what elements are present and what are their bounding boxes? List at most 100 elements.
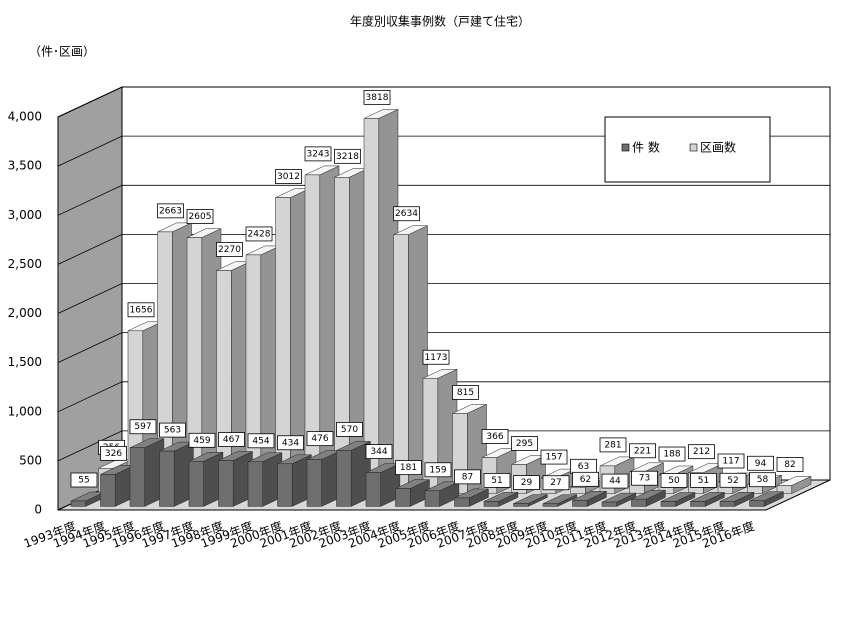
legend: 件 数 区画数 [604,116,771,183]
value-label: 295 [516,439,533,449]
value-label-box [542,475,570,491]
value-label: 3818 [366,93,389,103]
value-label: 63 [578,462,589,472]
value-label-box [245,226,273,242]
value-label: 326 [105,449,122,459]
bar [570,487,586,494]
value-label-box [454,469,481,485]
value-label: 82 [784,460,795,470]
value-label: 73 [639,474,650,484]
bar [483,501,499,507]
bar [513,503,529,507]
legend-label: 区画数 [700,140,736,155]
value-label: 1173 [425,353,448,363]
value-label: 58 [757,475,769,485]
value-label: 29 [521,478,533,488]
value-label: 55 [78,475,89,485]
value-label: 50 [668,476,680,486]
value-label: 563 [164,426,181,436]
bar [159,450,175,507]
value-label-box [306,431,334,447]
value-label: 27 [550,478,561,488]
legend-swatch [689,143,698,152]
bar [363,118,380,494]
value-label: 2634 [395,209,418,219]
value-label-box [216,242,243,257]
value-label: 597 [134,422,151,432]
value-label-box [275,169,302,184]
bar [690,501,706,507]
value-label: 117 [722,457,739,467]
value-label: 467 [223,435,240,445]
value-label: 454 [252,436,269,446]
y-tick-label: 1,000 [8,404,42,418]
grid-line [57,381,830,413]
value-label-box [719,472,747,488]
value-label-box [452,385,479,400]
value-label-box [601,473,629,489]
value-label-box [690,472,717,488]
y-tick-label: 2,000 [8,306,42,320]
value-label: 2428 [248,229,271,239]
bar [100,474,116,507]
grid-line [57,283,830,314]
value-label: 366 [486,432,503,442]
value-label: 94 [755,459,767,469]
value-label: 570 [341,425,358,435]
value-label-box [540,449,568,465]
bar [336,450,352,507]
bar [277,463,293,507]
y-tick-label: 1,500 [8,355,42,369]
value-label-box [277,435,304,451]
value-label-box [334,148,361,164]
value-label-box [511,436,538,451]
value-label-box [747,455,774,471]
y-tick-label: 3,000 [8,208,42,222]
value-label: 1656 [130,305,153,315]
grid-line [57,135,830,167]
y-tick-label: 500 [19,453,42,467]
value-label-box [363,89,391,105]
bar [70,500,86,507]
grid-line [57,233,830,265]
value-label-box [100,445,127,461]
value-label: 51 [698,476,709,486]
y-tick-label: 3,500 [8,159,42,173]
value-label-box [688,444,715,460]
value-label-box [70,472,98,488]
value-label: 157 [545,453,562,463]
value-label: 2605 [189,212,212,222]
value-label: 44 [609,477,621,487]
bar [601,501,617,507]
value-label-box [157,203,184,219]
value-label: 212 [693,447,710,457]
value-label-box [749,472,776,488]
legend-swatch [621,143,630,152]
value-label: 51 [491,476,502,486]
value-label-box [127,302,155,318]
value-label: 62 [580,475,591,485]
value-label: 221 [634,446,651,456]
value-label: 2663 [159,206,182,216]
bar [631,498,647,507]
value-label-box [629,443,656,459]
value-label: 434 [282,438,299,448]
value-label-box [572,471,599,487]
value-label-box [422,349,450,365]
y-axis-label: （件･区画） [29,45,95,59]
value-label: 815 [457,388,474,398]
value-label-box [304,146,332,162]
value-label-box [717,453,745,469]
value-label-box [247,433,275,449]
value-label: 188 [663,450,680,460]
bar [247,461,263,507]
bar [395,488,411,507]
value-label-box [395,460,422,476]
bar [188,461,204,507]
value-label: 2270 [218,245,241,255]
value-label-box [336,421,363,437]
value-label-box [513,475,540,490]
value-label-box [186,209,214,224]
bar [660,501,676,507]
